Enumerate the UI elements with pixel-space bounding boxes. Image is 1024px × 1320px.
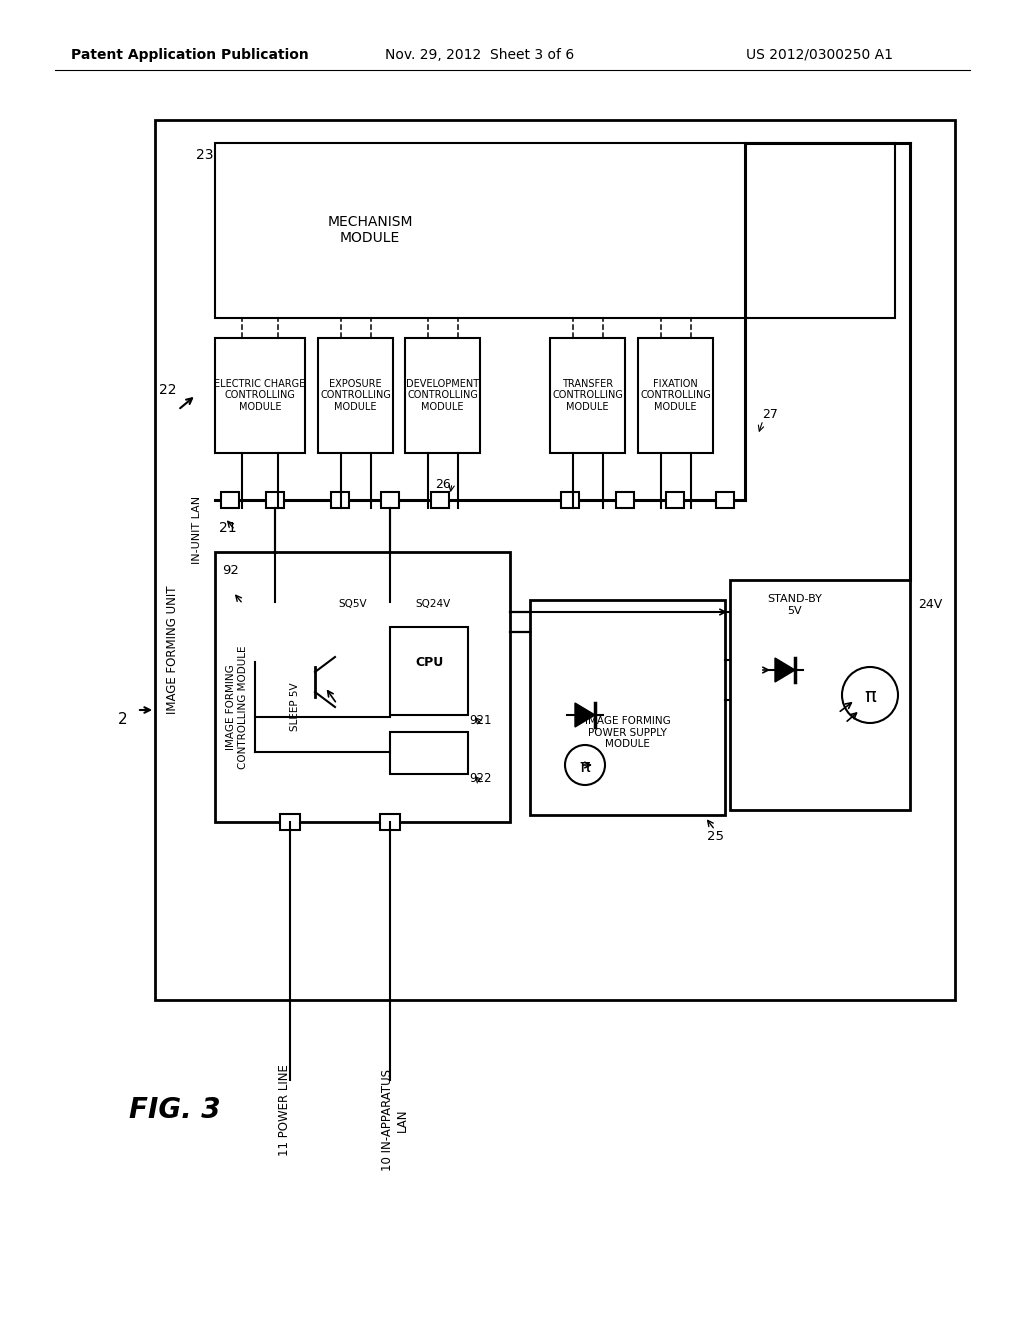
Text: SQ24V: SQ24V	[416, 599, 451, 609]
Bar	[280, 814, 300, 830]
Bar	[390, 627, 468, 715]
Text: IN-UNIT LAN: IN-UNIT LAN	[193, 496, 202, 564]
Text: 2: 2	[118, 713, 128, 727]
Text: 24V: 24V	[918, 598, 942, 611]
Text: US 2012/0300250 A1: US 2012/0300250 A1	[746, 48, 894, 62]
Bar	[221, 492, 239, 508]
Text: ELECTRIC CHARGE
CONTROLLING
MODULE: ELECTRIC CHARGE CONTROLLING MODULE	[214, 379, 305, 412]
Text: 22: 22	[160, 383, 177, 397]
Text: 922: 922	[469, 772, 492, 785]
Bar	[638, 338, 713, 453]
Bar	[561, 492, 579, 508]
Text: IMAGE FORMING
POWER SUPPLY
MODULE: IMAGE FORMING POWER SUPPLY MODULE	[585, 715, 671, 750]
Bar	[380, 814, 400, 830]
Bar	[550, 338, 625, 453]
Bar	[381, 492, 399, 508]
Text: 23: 23	[197, 148, 214, 162]
Text: EXPOSURE
CONTROLLING
MODULE: EXPOSURE CONTROLLING MODULE	[321, 379, 391, 412]
Text: 10 IN-APPARATUS
LAN: 10 IN-APPARATUS LAN	[381, 1069, 409, 1171]
Text: FIXATION
CONTROLLING
MODULE: FIXATION CONTROLLING MODULE	[640, 379, 711, 412]
Text: CPU: CPU	[415, 656, 443, 669]
Text: SQ5V: SQ5V	[339, 599, 368, 609]
Text: 921: 921	[469, 714, 492, 726]
Text: π: π	[580, 758, 591, 776]
Text: STAND-BY
5V: STAND-BY 5V	[768, 594, 822, 616]
Polygon shape	[775, 657, 795, 682]
Text: π: π	[864, 688, 876, 706]
Bar	[215, 552, 510, 822]
Bar	[406, 338, 480, 453]
Bar	[666, 492, 684, 508]
Text: DEVELOPMENT
CONTROLLING
MODULE: DEVELOPMENT CONTROLLING MODULE	[406, 379, 479, 412]
Text: 11 POWER LINE: 11 POWER LINE	[279, 1064, 292, 1156]
Text: Nov. 29, 2012  Sheet 3 of 6: Nov. 29, 2012 Sheet 3 of 6	[385, 48, 574, 62]
Bar	[730, 579, 910, 810]
Bar	[215, 143, 895, 318]
Bar	[390, 733, 468, 774]
Bar	[716, 492, 734, 508]
Polygon shape	[575, 704, 595, 727]
Text: TRANSFER
CONTROLLING
MODULE: TRANSFER CONTROLLING MODULE	[552, 379, 623, 412]
Bar	[155, 120, 955, 1001]
Text: 26: 26	[435, 478, 451, 491]
Text: 92: 92	[222, 564, 240, 577]
Bar	[266, 492, 284, 508]
Text: 25: 25	[707, 830, 724, 843]
Bar	[530, 601, 725, 814]
Text: IMAGE FORMING
CONTROLLING MODULE: IMAGE FORMING CONTROLLING MODULE	[226, 645, 248, 768]
Bar	[331, 492, 349, 508]
Bar	[318, 338, 393, 453]
Text: 27: 27	[762, 408, 778, 421]
Bar	[431, 492, 449, 508]
Text: FIG. 3: FIG. 3	[129, 1096, 221, 1125]
Text: IMAGE FORMING UNIT: IMAGE FORMING UNIT	[167, 586, 179, 714]
Bar	[616, 492, 634, 508]
Text: 21: 21	[219, 521, 237, 535]
Bar	[215, 338, 305, 453]
Text: Patent Application Publication: Patent Application Publication	[71, 48, 309, 62]
Text: MECHANISM
MODULE: MECHANISM MODULE	[328, 215, 413, 246]
Text: SLEEP 5V: SLEEP 5V	[290, 682, 300, 731]
